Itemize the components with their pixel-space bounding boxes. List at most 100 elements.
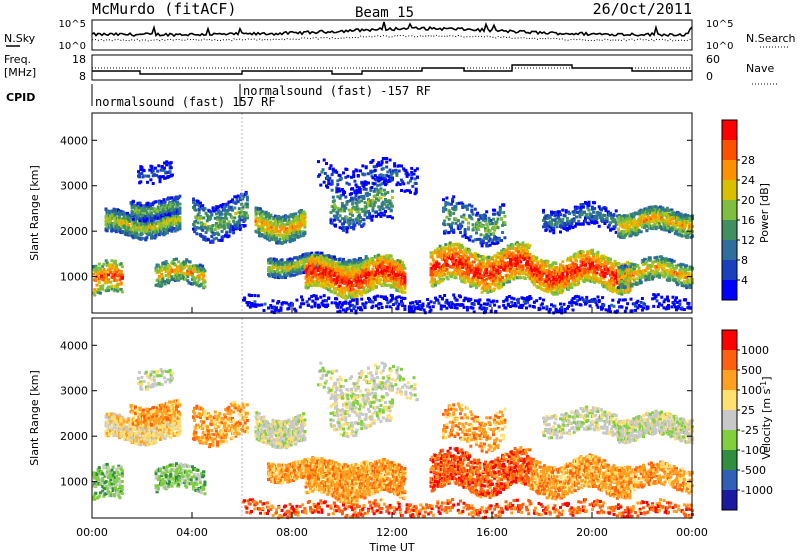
echo-cell [430, 279, 434, 283]
echo-cell [440, 279, 444, 283]
echo-cell [372, 165, 376, 169]
echo-cell [267, 261, 270, 265]
echo-cell [346, 218, 350, 222]
echo-cell [104, 289, 108, 293]
echo-cell [237, 220, 241, 224]
echo-cell [384, 179, 387, 183]
echo-cell [319, 275, 323, 279]
echo-cell [275, 236, 278, 240]
echo-cell [515, 276, 519, 280]
echo-cell [519, 254, 523, 258]
echo-cell [289, 235, 293, 238]
echo-cell [377, 274, 381, 278]
echo-cell [157, 223, 161, 227]
echo-cell [343, 277, 347, 281]
echo-cell [228, 213, 232, 216]
echo-cell [169, 265, 173, 269]
echo-cell [225, 231, 229, 235]
echo-cell [142, 213, 145, 217]
echo-cell [130, 209, 134, 213]
echo-cell [270, 225, 274, 229]
echo-cell [156, 263, 160, 267]
echo-cell [340, 204, 344, 208]
echo-cell [196, 213, 200, 217]
echo-cell [181, 275, 185, 279]
echo-cell [110, 287, 114, 291]
echo-cell [104, 207, 108, 211]
echo-cell [518, 247, 522, 251]
echo-cell [490, 275, 494, 279]
echo-cell [392, 169, 395, 173]
echo-cell [193, 230, 197, 234]
echo-cell [212, 237, 216, 241]
echo-cell [305, 265, 309, 269]
echo-cell [382, 280, 386, 284]
echo-cell [360, 258, 364, 262]
echo-cell [150, 215, 153, 219]
echo-cell [104, 259, 108, 263]
echo-cell [490, 257, 494, 261]
echo-cell [377, 188, 381, 192]
echo-cell [325, 267, 328, 271]
echo-cell [317, 174, 320, 178]
echo-cell [498, 280, 502, 284]
echo-cell [357, 200, 361, 204]
echo-cell [338, 278, 342, 282]
echo-cell [138, 175, 142, 179]
echo-cell [494, 254, 498, 258]
echo-cell [145, 218, 149, 222]
echo-cell [451, 221, 455, 225]
echo-cell [210, 226, 214, 230]
echo-cell [340, 293, 344, 297]
echo-cell [381, 207, 385, 211]
echo-cell [342, 222, 345, 226]
echo-cell [203, 207, 207, 211]
echo-cell [336, 179, 340, 183]
echo-cell [352, 170, 356, 174]
echo-cell [255, 229, 259, 233]
echo-cell [389, 276, 393, 280]
echo-cell [189, 264, 193, 268]
echo-cell [497, 282, 501, 286]
echo-cell [355, 221, 359, 225]
echo-cell [164, 176, 168, 180]
echo-cell [394, 272, 398, 276]
noise-right-tick-low: 10^0 [706, 41, 733, 52]
echo-cell [372, 278, 376, 282]
echo-cell [305, 280, 309, 284]
echo-cell [159, 278, 162, 282]
echo-cell [432, 278, 436, 282]
echo-cell [352, 265, 356, 269]
echo-cell [310, 251, 314, 255]
echo-cell [439, 249, 443, 253]
echo-cell [357, 186, 361, 190]
echo-cell [526, 253, 530, 257]
echo-cell [175, 222, 178, 226]
echo-cell [326, 280, 330, 284]
echo-cell [331, 170, 335, 174]
echo-cell [170, 215, 174, 218]
echo-cell [476, 268, 480, 271]
echo-cell [234, 225, 238, 229]
echo-cell [151, 182, 155, 185]
echo-cell [451, 272, 455, 276]
echo-cell [369, 287, 373, 291]
echo-cell [243, 218, 247, 222]
echo-cell [388, 199, 392, 203]
echo-cell [134, 224, 137, 228]
echo-cell [339, 209, 343, 213]
echo-cell [156, 216, 160, 220]
echo-cell [150, 217, 153, 221]
echo-cell [513, 267, 517, 271]
echo-cell [460, 274, 464, 278]
echo-cell [461, 272, 465, 276]
echo-cell [345, 202, 349, 206]
echo-cell [478, 281, 482, 285]
echo-cell [348, 217, 352, 220]
echo-cell [507, 277, 511, 281]
echo-cell [394, 282, 398, 286]
echo-cell [204, 230, 208, 234]
echo-cell [185, 258, 189, 262]
echo-cell [473, 271, 477, 275]
echo-cell [344, 265, 348, 269]
